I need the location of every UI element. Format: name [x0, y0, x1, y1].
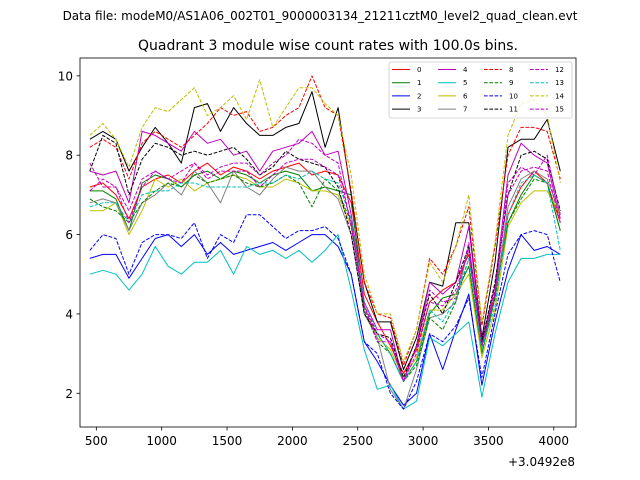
x-tick-label: 2500 — [342, 434, 373, 448]
plot-area — [79, 57, 577, 428]
legend-label-2: 2 — [417, 92, 421, 100]
series-line-11 — [89, 134, 561, 378]
x-tick-label: 3500 — [473, 434, 504, 448]
y-tick-label: 10 — [58, 69, 73, 83]
y-tick-label: 6 — [65, 228, 73, 242]
chart-title: Quadrant 3 module wise count rates with … — [138, 38, 518, 54]
x-tick-label: 500 — [85, 434, 108, 448]
x-tick-label: 4000 — [539, 434, 570, 448]
series-line-7 — [89, 166, 561, 410]
x-tick-label: 1000 — [146, 434, 177, 448]
series-group — [89, 75, 561, 410]
series-line-9 — [89, 174, 561, 382]
series-line-8 — [89, 75, 561, 366]
legend-label-3: 3 — [417, 106, 421, 114]
series-line-5 — [89, 234, 561, 410]
legend-label-6: 6 — [463, 92, 468, 100]
x-axis: 500 1000 1500 2000 2500 3000 3500 4000 — [85, 427, 569, 448]
legend-box — [388, 61, 573, 119]
plot-frame — [79, 57, 577, 428]
legend-label-11: 11 — [509, 106, 518, 114]
legend-label-12: 12 — [555, 66, 564, 74]
x-tick-label: 1500 — [212, 434, 243, 448]
x-tick-label: 3000 — [408, 434, 439, 448]
legend-label-13: 13 — [555, 79, 564, 87]
y-tick-label: 8 — [65, 149, 73, 163]
legend-label-14: 14 — [555, 92, 564, 100]
y-tick-label: 4 — [65, 307, 73, 321]
legend-label-4: 4 — [463, 66, 468, 74]
x-tick-label: 2000 — [277, 434, 308, 448]
series-line-13 — [89, 170, 561, 382]
legend-label-9: 9 — [509, 79, 513, 87]
legend-label-15: 15 — [555, 106, 564, 114]
legend-label-1: 1 — [417, 79, 421, 87]
legend-label-5: 5 — [463, 79, 467, 87]
y-axis: 2 4 6 8 10 — [58, 69, 80, 401]
legend-label-0: 0 — [417, 66, 421, 74]
legend-label-8: 8 — [509, 66, 513, 74]
x-offset-label: +3.0492e8 — [508, 455, 575, 469]
figure-suptitle: Data file: modeM0/AS1A06_002T01_90000031… — [63, 9, 578, 23]
legend-label-7: 7 — [463, 106, 467, 114]
series-line-4 — [89, 130, 561, 382]
series-line-15 — [89, 158, 561, 382]
series-line-14 — [89, 79, 561, 362]
y-tick-label: 2 — [65, 387, 73, 401]
series-line-10 — [89, 214, 561, 410]
series-line-12 — [89, 138, 561, 382]
legend-label-10: 10 — [509, 92, 518, 100]
series-line-6 — [89, 174, 561, 378]
